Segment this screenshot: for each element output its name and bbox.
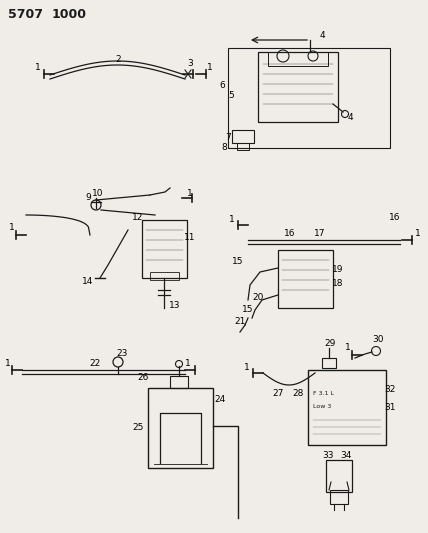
Text: 9: 9	[85, 193, 91, 203]
Text: 18: 18	[332, 279, 344, 287]
Bar	[326, 460, 352, 492]
Text: 1: 1	[415, 230, 421, 238]
Text: 24: 24	[214, 395, 226, 405]
Bar	[228, 48, 390, 148]
Text: 32: 32	[384, 385, 396, 394]
Bar	[232, 130, 254, 143]
Text: 4: 4	[319, 30, 325, 39]
Text: 1000: 1000	[52, 7, 87, 20]
Text: 1: 1	[185, 359, 191, 367]
Text: 33: 33	[322, 451, 334, 461]
Text: 4: 4	[347, 112, 353, 122]
Text: 1: 1	[9, 223, 15, 232]
Text: 7: 7	[225, 133, 231, 141]
Text: 2: 2	[115, 55, 121, 64]
Text: 8: 8	[221, 142, 227, 151]
Bar	[148, 388, 213, 468]
Text: 27: 27	[272, 389, 284, 398]
Text: 20: 20	[253, 294, 264, 303]
Text: 1: 1	[35, 63, 41, 72]
Text: 34: 34	[340, 451, 352, 461]
Bar	[258, 52, 338, 122]
Text: 16: 16	[389, 214, 401, 222]
Text: 1: 1	[345, 343, 351, 352]
Bar	[268, 52, 328, 66]
Bar	[278, 250, 333, 308]
Text: 16: 16	[284, 229, 296, 238]
Text: 15: 15	[232, 257, 244, 266]
Text: Low 3: Low 3	[313, 404, 331, 409]
Text: 26: 26	[137, 374, 149, 383]
Text: F 3.1 L: F 3.1 L	[313, 391, 334, 396]
Text: 10: 10	[92, 189, 104, 198]
Text: 5: 5	[228, 91, 234, 100]
Text: 13: 13	[169, 301, 181, 310]
Text: 1: 1	[229, 215, 235, 224]
Text: 17: 17	[314, 229, 326, 238]
Text: 14: 14	[82, 278, 94, 287]
Text: 19: 19	[332, 265, 344, 274]
Bar	[308, 370, 386, 445]
Text: 29: 29	[324, 340, 336, 349]
Bar	[170, 376, 188, 388]
Text: 3: 3	[187, 60, 193, 69]
Text: 22: 22	[89, 359, 101, 367]
Text: 25: 25	[132, 424, 144, 432]
Text: 12: 12	[132, 214, 144, 222]
Text: 11: 11	[184, 233, 196, 243]
Bar	[237, 143, 249, 150]
Text: 23: 23	[116, 350, 128, 359]
Text: 21: 21	[234, 318, 246, 327]
Text: 28: 28	[292, 389, 304, 398]
Bar	[150, 272, 179, 280]
Text: 1: 1	[244, 364, 250, 373]
Bar	[142, 220, 187, 278]
Text: 5707: 5707	[8, 7, 43, 20]
Text: 30: 30	[372, 335, 384, 344]
Text: 15: 15	[242, 305, 254, 314]
Bar	[330, 490, 348, 504]
Text: 1: 1	[207, 63, 213, 72]
Bar	[322, 358, 336, 368]
Text: 1: 1	[5, 359, 11, 367]
Text: 31: 31	[384, 403, 396, 413]
Text: 1: 1	[187, 189, 193, 198]
Text: 6: 6	[219, 80, 225, 90]
